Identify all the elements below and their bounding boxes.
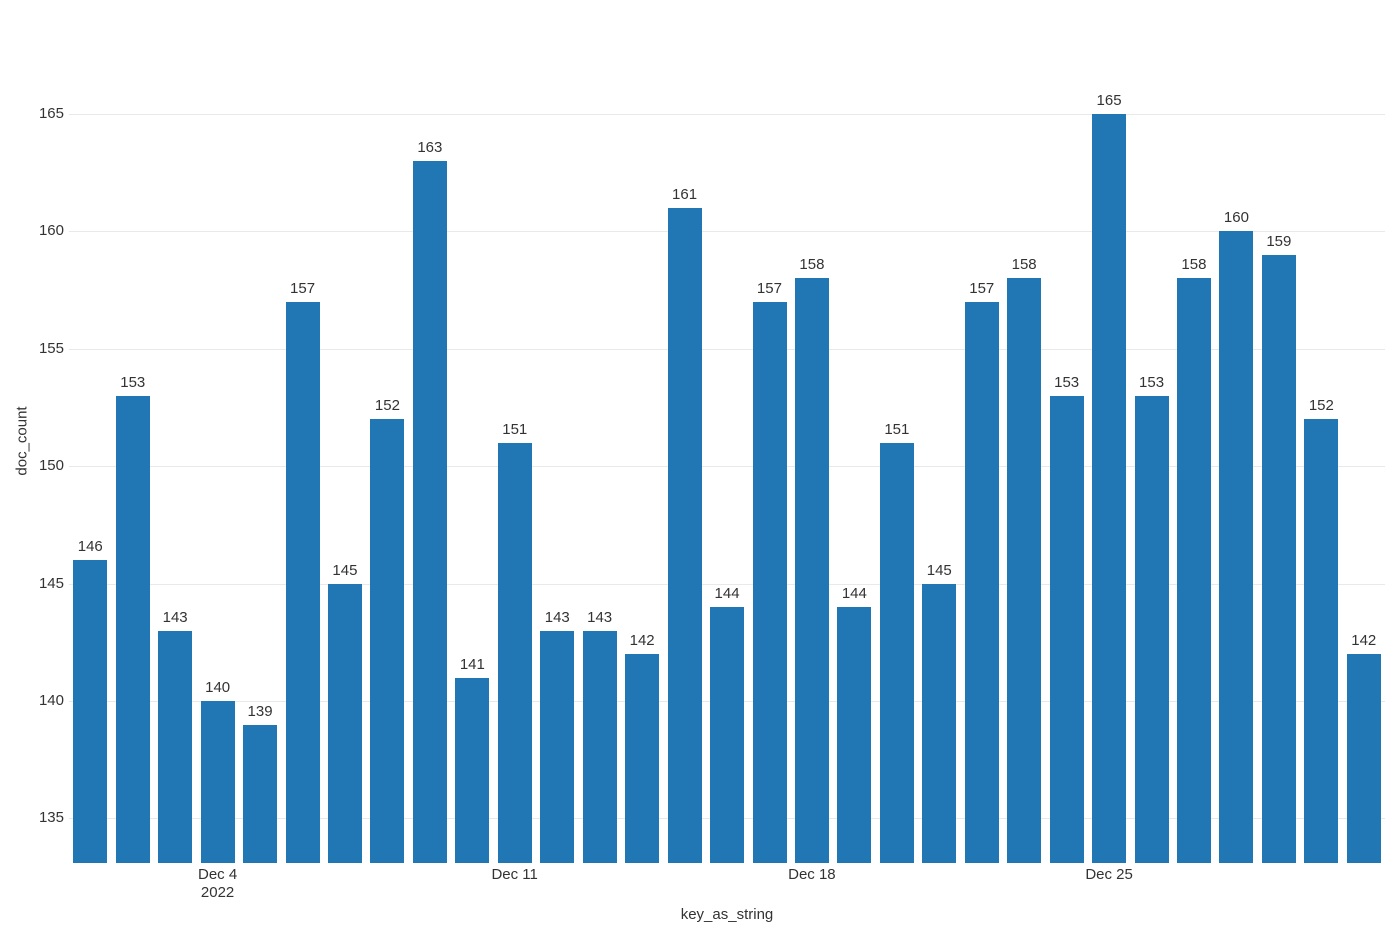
x-tick-label: Dec 18 (788, 866, 836, 883)
bar[interactable] (667, 207, 702, 863)
bar-value-label: 142 (1351, 632, 1377, 649)
x-tick-label: Dec 11 (491, 866, 538, 883)
bar-value-label: 158 (799, 256, 825, 274)
bar[interactable] (73, 560, 108, 863)
x-axis-labels: Dec 4 2022 Dec 11 Dec 18 Dec 25 (69, 866, 1385, 906)
bar-value-label: 161 (672, 185, 698, 203)
bar[interactable] (200, 701, 235, 863)
bar-value-label: 141 (459, 655, 485, 673)
bar[interactable] (412, 160, 447, 863)
bar-value-label: 142 (629, 632, 655, 649)
bar-value-label: 152 (374, 397, 400, 415)
x-tick-label: Dec 4 2022 (198, 866, 238, 901)
gridline (69, 113, 1385, 115)
gridline (69, 466, 1385, 468)
bar[interactable] (1007, 278, 1042, 863)
bar-value-label: 159 (1266, 232, 1292, 250)
bar[interactable] (455, 677, 490, 863)
bar[interactable] (158, 630, 193, 863)
y-tick-label: 155 (38, 339, 64, 357)
bar[interactable] (1346, 654, 1381, 863)
x-axis-title: key_as_string (680, 906, 774, 923)
bar-value-label: 158 (1011, 256, 1037, 274)
bar-value-label: 140 (205, 679, 231, 696)
bar-value-label: 139 (247, 702, 273, 720)
bar[interactable] (285, 301, 320, 863)
y-tick-label: 135 (38, 809, 64, 827)
y-axis-labels: 135 140 145 150 155 160 165 (0, 20, 64, 863)
bar-value-label: 157 (969, 279, 995, 297)
bar-value-label: 157 (290, 279, 316, 297)
bar-value-label: 153 (120, 373, 146, 391)
bar[interactable] (540, 630, 575, 863)
plot-area: 146 153 143 140 139 157 145 152 163 141 151 143 143 1… (69, 20, 1385, 863)
bar-value-label: 152 (1308, 397, 1334, 415)
bar[interactable] (1304, 419, 1339, 863)
bar-value-label: 146 (77, 538, 103, 556)
bar-value-label: 153 (1139, 373, 1165, 391)
bar[interactable] (243, 724, 277, 863)
bar[interactable] (1092, 113, 1127, 863)
bar-value-label: 151 (884, 420, 910, 438)
y-tick-label: 160 (38, 222, 64, 240)
bar-value-label: 160 (1223, 209, 1249, 227)
gridline (69, 231, 1385, 233)
bar-value-label: 153 (1054, 373, 1080, 391)
bar[interactable] (497, 442, 532, 863)
bar[interactable] (625, 654, 660, 863)
y-tick-label: 145 (38, 574, 64, 592)
bar[interactable] (115, 395, 150, 863)
bar-value-label: 143 (162, 608, 188, 626)
bar-value-label: 165 (1096, 91, 1122, 109)
y-tick-label: 150 (38, 457, 64, 475)
bar[interactable] (922, 583, 957, 863)
bar[interactable] (964, 301, 999, 863)
y-tick-label: 140 (38, 692, 64, 709)
bar[interactable] (1219, 231, 1254, 863)
bar-value-label: 144 (841, 585, 867, 602)
bar-value-label: 151 (502, 420, 528, 438)
bar[interactable] (1177, 278, 1211, 863)
x-tick-label: Dec 25 (1085, 866, 1133, 883)
bar[interactable] (1049, 395, 1084, 863)
bar[interactable] (794, 278, 829, 863)
bar-value-label: 157 (756, 279, 782, 297)
gridline (69, 583, 1385, 585)
bar-value-label: 143 (544, 608, 570, 626)
bar-value-label: 145 (926, 561, 952, 579)
bar[interactable] (370, 419, 405, 863)
bar-value-label: 143 (587, 608, 613, 626)
bar[interactable] (710, 607, 744, 863)
bar-value-label: 163 (417, 138, 443, 156)
bar[interactable] (327, 583, 362, 863)
bar-value-label: 145 (332, 561, 358, 579)
bar-value-label: 158 (1181, 256, 1207, 274)
gridline (69, 348, 1385, 350)
y-tick-label: 165 (38, 104, 64, 122)
bar[interactable] (582, 630, 617, 863)
bar[interactable] (1261, 254, 1296, 863)
bar[interactable] (752, 301, 787, 863)
bar[interactable] (837, 607, 872, 863)
bar[interactable] (879, 442, 914, 863)
bar-value-label: 144 (714, 585, 740, 602)
bar[interactable] (1134, 395, 1169, 863)
